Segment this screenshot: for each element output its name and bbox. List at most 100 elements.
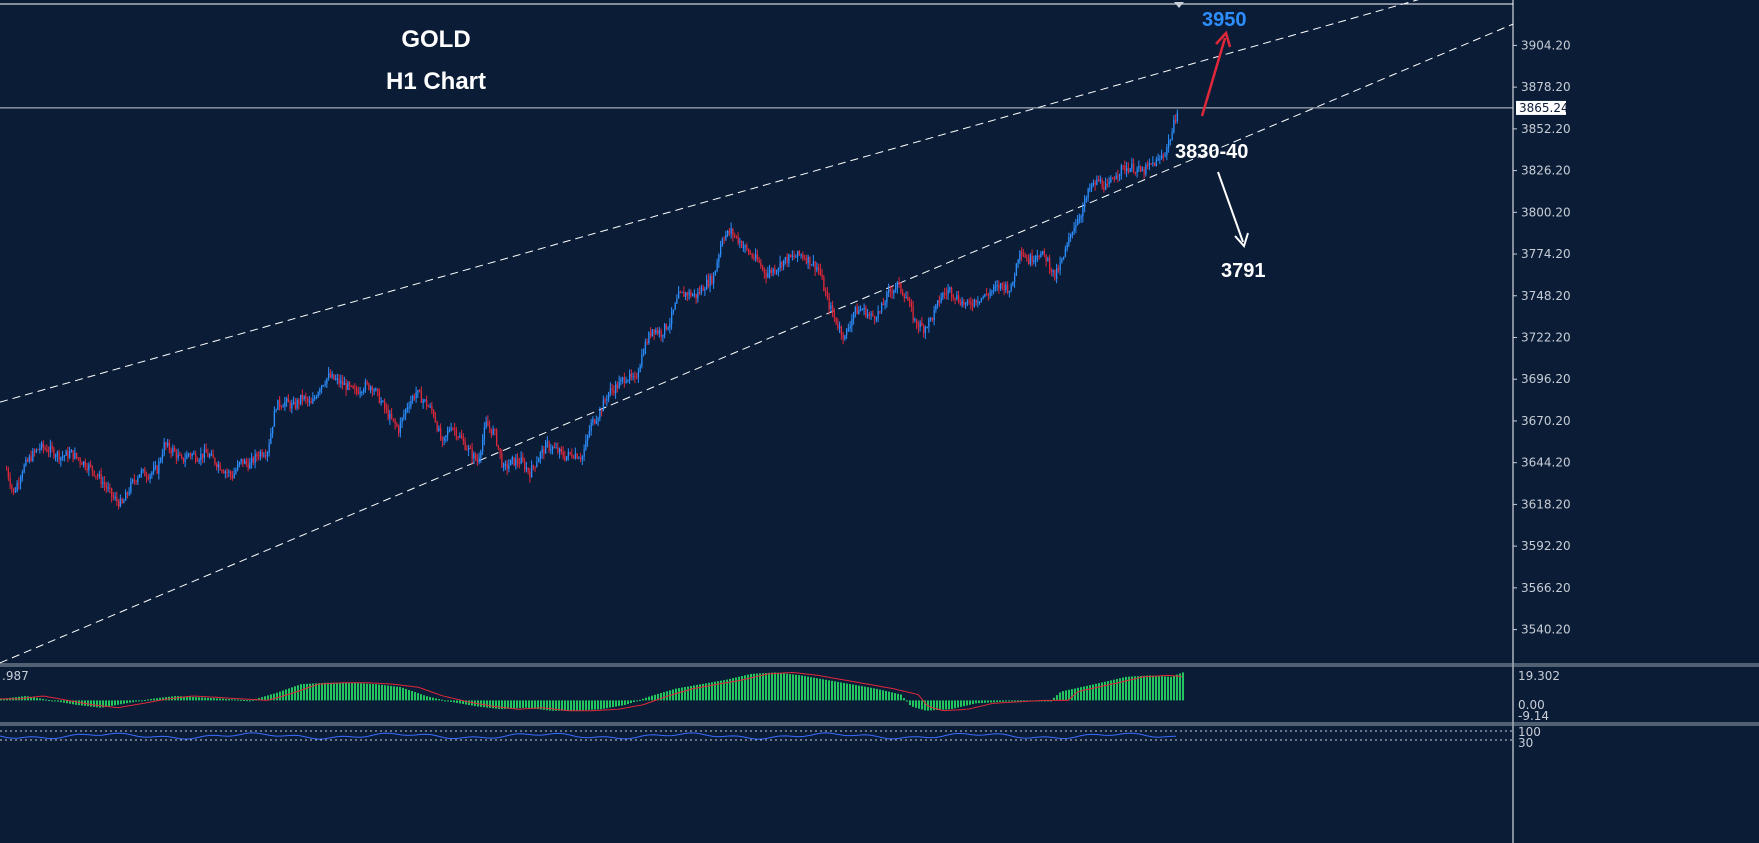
candle-body xyxy=(74,452,76,459)
candle-body xyxy=(748,249,750,254)
candle-body xyxy=(1085,197,1088,200)
candle-body xyxy=(511,457,514,460)
candle-body xyxy=(406,407,409,410)
candle-body xyxy=(779,261,781,269)
candle-body xyxy=(1077,220,1079,226)
oscillator-bar xyxy=(384,685,386,701)
candle-body xyxy=(1120,165,1123,174)
candle-body xyxy=(1019,251,1021,260)
candle-body xyxy=(361,392,363,394)
candle-body xyxy=(721,239,724,246)
oscillator-bar xyxy=(1167,676,1169,701)
candle-body xyxy=(935,304,937,310)
candle-body xyxy=(193,453,195,455)
candle-body xyxy=(9,477,11,486)
support-zone-label: 3830-40 xyxy=(1175,141,1248,163)
oscillator-bar xyxy=(666,691,668,701)
oscillator-bar xyxy=(252,699,254,701)
candle-body xyxy=(6,469,8,471)
candle-body xyxy=(756,254,759,260)
oscillator-bar xyxy=(306,683,308,701)
candle-body xyxy=(573,457,575,459)
oscillator-bar xyxy=(774,672,776,701)
chart-shift-marker-icon[interactable] xyxy=(1174,2,1184,8)
candle-body xyxy=(60,457,62,461)
annotation-target-up: 3950 xyxy=(1200,9,1247,117)
current-price-badge-bg xyxy=(1516,100,1566,115)
candle-body xyxy=(828,297,830,309)
candle-body xyxy=(109,487,111,489)
candle-body xyxy=(1154,162,1156,166)
candle-body xyxy=(564,456,566,461)
oscillator-bar xyxy=(903,698,905,701)
oscillator-bar xyxy=(183,696,185,701)
candle-body xyxy=(678,291,680,299)
candle-body xyxy=(273,410,276,427)
candle-body xyxy=(233,473,235,479)
oscillator-bar xyxy=(270,694,272,701)
candle-body xyxy=(1057,268,1060,271)
oscillator-bar xyxy=(888,691,890,701)
oscillator-bar xyxy=(996,700,998,703)
candle-body xyxy=(1038,256,1040,258)
oscillator-bar xyxy=(279,691,281,701)
oscillator-bar xyxy=(798,675,800,701)
candle-body xyxy=(1110,178,1112,183)
candle-body xyxy=(237,464,239,471)
candle-body xyxy=(1173,119,1175,133)
candle-body xyxy=(847,328,850,331)
oscillator-bar xyxy=(819,678,821,701)
oscillator-bar xyxy=(345,682,347,701)
oscillator-bar xyxy=(138,700,140,702)
candle-body xyxy=(1075,225,1077,228)
candle-body xyxy=(755,254,757,259)
candle-body xyxy=(865,307,867,317)
candle-body xyxy=(615,384,617,394)
candle-body xyxy=(32,450,34,461)
candle-body xyxy=(230,471,232,475)
oscillator-bar xyxy=(939,700,941,710)
oscillator-bar xyxy=(759,673,761,701)
candle-body xyxy=(95,475,97,477)
oscillator-bar xyxy=(984,700,986,703)
candle-body xyxy=(527,467,529,472)
oscillator-bar xyxy=(111,700,113,706)
candle-body xyxy=(1126,168,1128,171)
oscillator-bar xyxy=(609,700,611,708)
candle-body xyxy=(1155,159,1158,166)
candle-body xyxy=(97,475,99,477)
candle-body xyxy=(282,406,284,408)
price-tick-label: 3800.20 xyxy=(1521,205,1571,219)
candle-body xyxy=(1028,258,1030,264)
candle-body xyxy=(35,449,38,452)
candle-body xyxy=(490,428,493,435)
candle-body xyxy=(851,318,853,327)
candle-body xyxy=(359,392,361,394)
candle-body xyxy=(340,380,342,384)
candle-body xyxy=(881,303,883,312)
candle-body xyxy=(202,453,204,458)
candle-body xyxy=(114,497,116,499)
candle-body xyxy=(426,399,428,407)
candle-body xyxy=(329,373,332,378)
candle-body xyxy=(130,481,132,492)
candle-body xyxy=(443,437,445,441)
candle-body xyxy=(910,302,913,307)
oscillator-bar xyxy=(735,677,737,701)
oscillator-bar xyxy=(1113,679,1115,701)
oscillator-bar xyxy=(459,700,461,704)
candle-body xyxy=(580,458,582,460)
candle-body xyxy=(256,453,258,457)
candle-body xyxy=(275,409,277,411)
candle-body xyxy=(791,255,794,257)
candle-body xyxy=(90,464,92,466)
oscillator-bar xyxy=(33,697,35,701)
candle-body xyxy=(937,300,939,305)
candle-body xyxy=(179,454,181,456)
candle-body xyxy=(853,312,855,319)
candle-body xyxy=(144,469,146,477)
candle-body xyxy=(350,385,353,387)
candle-body xyxy=(830,305,832,309)
oscillator-bar xyxy=(594,700,596,710)
oscillator-bar xyxy=(405,688,407,701)
